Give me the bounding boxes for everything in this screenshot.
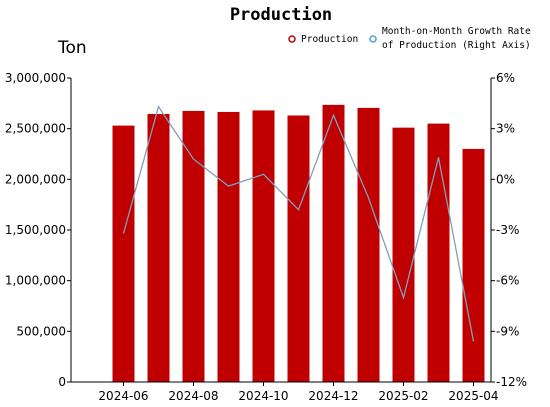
bar	[322, 104, 345, 382]
y-right-tick-label: -6%	[496, 274, 519, 288]
y-right-tick-label: -12%	[496, 375, 527, 389]
y-left-tick-label: 1,000,000	[5, 274, 66, 288]
x-tick-label: 2025-02	[378, 389, 428, 403]
bar	[217, 111, 240, 383]
y-axis-unit-label: Ton	[57, 38, 87, 58]
legend-growth-label-line2: of Production (Right Axis)	[382, 40, 531, 51]
y-left-tick-label: 2,000,000	[5, 172, 66, 186]
y-left-tick-label: 3,000,000	[5, 71, 66, 85]
bar	[112, 125, 135, 383]
bar	[252, 110, 275, 382]
y-axis-left: 0 500,000 1,000,000 1,500,000 2,000,000 2,500…	[5, 71, 66, 389]
legend-growth-label-line1: Month-on-Month Growth Rate	[382, 26, 531, 37]
bar-series-production	[112, 104, 485, 383]
x-tick-label: 2024-06	[98, 389, 148, 403]
legend: Production Month-on-Month Growth Rate of…	[288, 26, 531, 51]
y-right-tick-label: -3%	[496, 223, 519, 237]
y-right-tick-label: 6%	[496, 71, 515, 85]
x-tick-label: 2024-12	[308, 389, 358, 403]
growth-line	[122, 105, 475, 342]
bar	[462, 148, 485, 382]
y-left-tick-label: 500,000	[16, 324, 66, 338]
bar	[357, 107, 380, 382]
y-right-tick-label: -9%	[496, 324, 519, 338]
x-tick-label: 2024-08	[168, 389, 218, 403]
y-left-tick-label: 2,500,000	[5, 122, 66, 136]
legend-production-label: Production	[301, 34, 358, 45]
bar	[147, 113, 170, 383]
y-right-tick-label: 0%	[496, 172, 515, 186]
legend-growth-marker	[369, 35, 377, 43]
bar	[182, 110, 205, 382]
legend-production-marker	[288, 35, 296, 43]
y-left-tick-label: 1,500,000	[5, 223, 66, 237]
y-right-tick-label: 3%	[496, 122, 515, 136]
chart-title: Production	[230, 5, 332, 25]
x-axis: 2024-06 2024-08 2024-10 2024-12 2025-02 2025-…	[98, 382, 499, 403]
y-left-tick-label: 0	[58, 375, 66, 389]
bar	[427, 123, 450, 382]
bar	[392, 127, 415, 382]
bar	[287, 115, 310, 382]
y-axis-right: -12% -9% -6% -3% 0% 3% 6%	[496, 71, 527, 389]
line-series-growth	[122, 105, 475, 342]
axes	[67, 77, 495, 383]
x-tick-label: 2024-10	[238, 389, 288, 403]
x-tick-label: 2025-04	[448, 389, 498, 403]
